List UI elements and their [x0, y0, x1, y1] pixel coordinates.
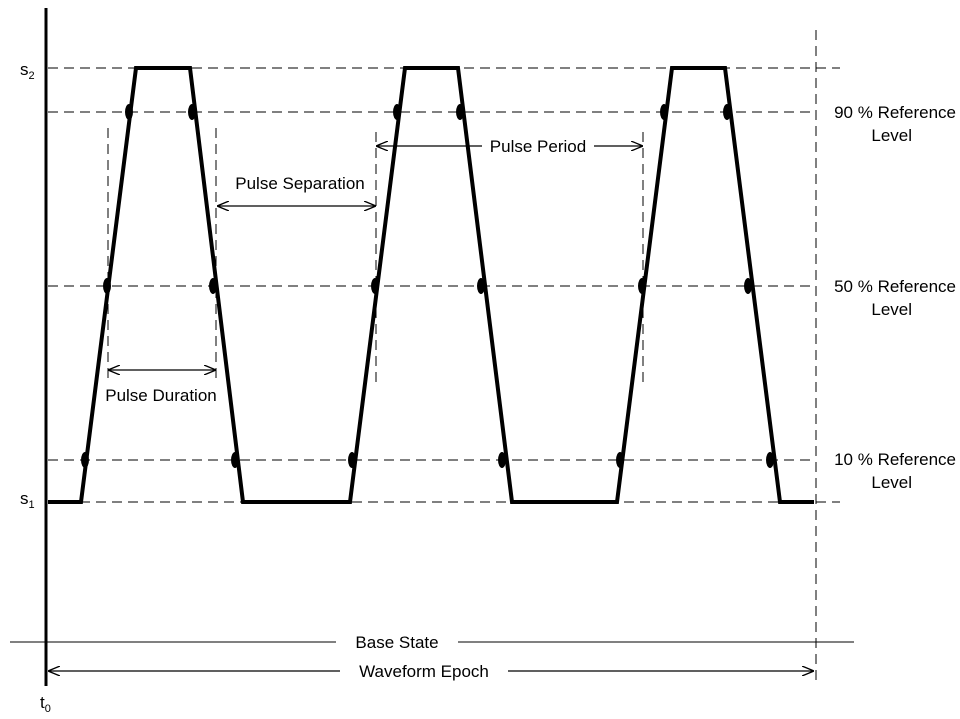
s1-label-sub: 1	[29, 499, 35, 511]
base-state-label: Base State	[355, 633, 438, 652]
ref-50-label-line1: 50 % Reference	[834, 277, 956, 296]
s1-label: s1	[20, 489, 35, 511]
ref-10-label-line1: 10 % Reference	[834, 450, 956, 469]
ref-50-label-line2: Level	[871, 300, 912, 319]
crossing-marker	[477, 278, 485, 294]
crossing-marker	[744, 278, 752, 294]
crossing-marker	[103, 278, 111, 294]
crossing-marker	[393, 104, 401, 120]
s1-label-main: s	[20, 489, 29, 508]
ref-10-label-line2: Level	[871, 473, 912, 492]
t0-label-main: t	[40, 693, 45, 712]
dimension-arrows	[49, 146, 813, 671]
crossing-marker	[231, 452, 239, 468]
s2-label-main: s	[20, 60, 29, 79]
waveform-epoch-label: Waveform Epoch	[359, 662, 489, 681]
crossing-marker	[125, 104, 133, 120]
reference-lines	[48, 30, 840, 680]
crossing-marker	[81, 452, 89, 468]
crossing-markers	[81, 104, 774, 468]
crossing-marker	[188, 104, 196, 120]
t0-label: t0	[40, 693, 51, 715]
crossing-marker	[348, 452, 356, 468]
s2-label-sub: 2	[29, 70, 35, 82]
crossing-marker	[723, 104, 731, 120]
crossing-marker	[766, 452, 774, 468]
pulse-separation-label: Pulse Separation	[235, 174, 364, 193]
crossing-marker	[209, 278, 217, 294]
crossing-marker	[498, 452, 506, 468]
ref-90-label-line2: Level	[871, 126, 912, 145]
s2-label: s2	[20, 60, 35, 82]
crossing-marker	[456, 104, 464, 120]
crossing-marker	[660, 104, 668, 120]
pulse-duration-label: Pulse Duration	[105, 386, 217, 405]
ref-90-label-line1: 90 % Reference	[834, 103, 956, 122]
crossing-marker	[371, 278, 379, 294]
pulse-train-waveform	[48, 66, 814, 504]
t0-label-sub: 0	[45, 703, 51, 715]
pulse-period-label: Pulse Period	[490, 137, 586, 156]
crossing-marker	[638, 278, 646, 294]
crossing-marker	[616, 452, 624, 468]
